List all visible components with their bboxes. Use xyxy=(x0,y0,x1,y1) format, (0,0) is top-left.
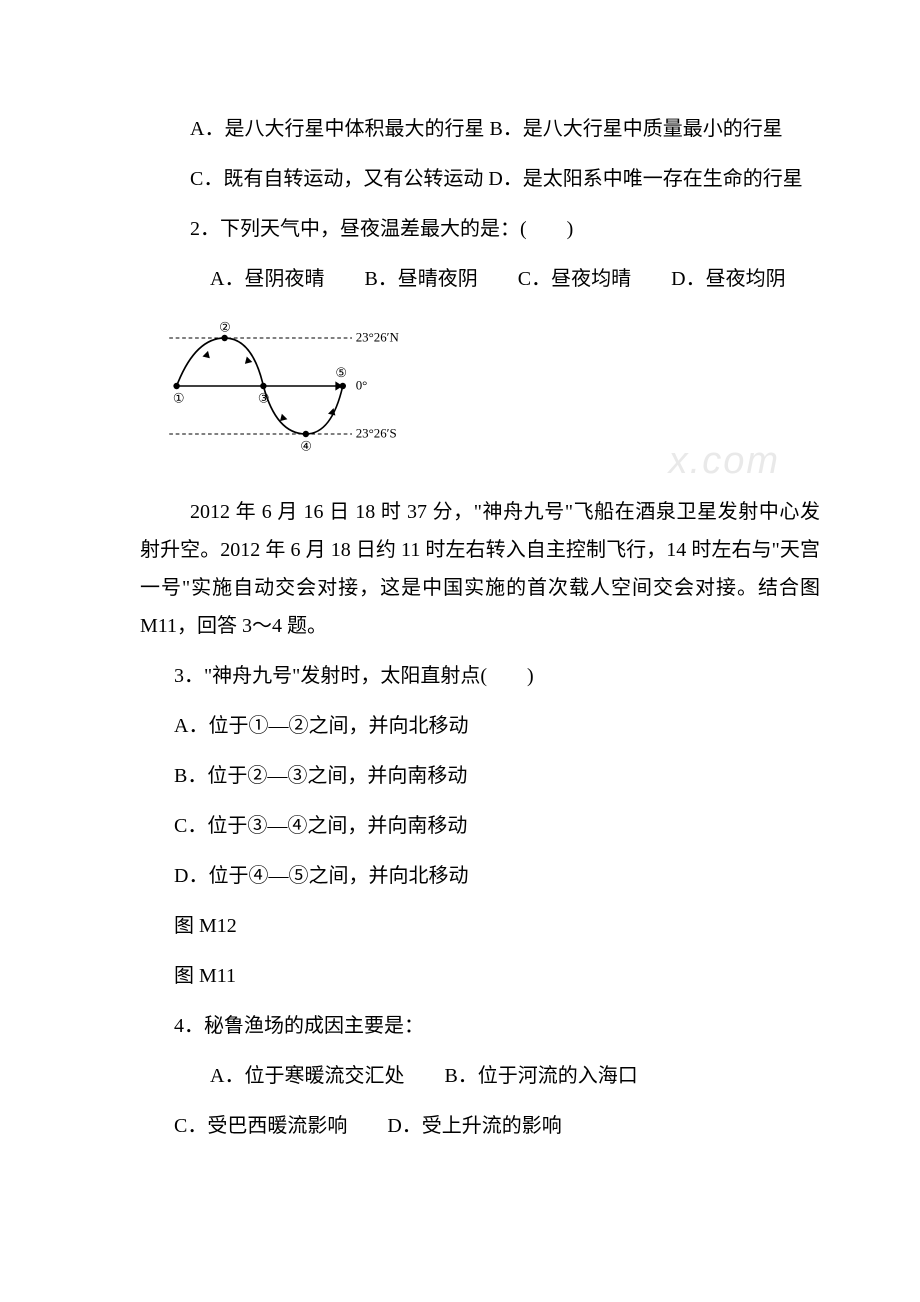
q3-option-c: C．位于③—④之间，并向南移动 xyxy=(140,807,820,845)
q2-options: A．昼阴夜晴 B．昼晴夜阴 C．昼夜均晴 D．昼夜均阴 xyxy=(140,260,820,298)
fig-label-m11: 图 M11 xyxy=(140,957,820,995)
q1-option-cd: C．既有自转运动，又有公转运动 D．是太阳系中唯一存在生命的行星 xyxy=(140,160,820,198)
q4-option-cd: C．受巴西暖流影响 D．受上升流的影响 xyxy=(140,1107,820,1145)
q3-option-a: A．位于①—②之间，并向北移动 xyxy=(140,707,820,745)
sun-declination-diagram: ① ② ③ ④ ⑤ 23°26′N 0° 23°26′S xyxy=(160,310,400,462)
node-5-label: ⑤ xyxy=(335,365,347,380)
q3-option-d: D．位于④—⑤之间，并向北移动 xyxy=(140,857,820,895)
context-paragraph: 2012 年 6 月 16 日 18 时 37 分，"神舟九号"飞船在酒泉卫星发… xyxy=(140,493,820,645)
diagram-m11: ① ② ③ ④ ⑤ 23°26′N 0° 23°26′S xyxy=(160,310,820,475)
node-3-label: ③ xyxy=(258,391,270,406)
lat-south-label: 23°26′S xyxy=(356,426,397,441)
q4-stem: 4．秘鲁渔场的成因主要是： xyxy=(140,1007,820,1045)
q3-option-b: B．位于②—③之间，并向南移动 xyxy=(140,757,820,795)
fig-label-m12: 图 M12 xyxy=(140,907,820,945)
lat-zero-label: 0° xyxy=(356,378,368,393)
q1-option-ab: A．是八大行星中体积最大的行星 B．是八大行星中质量最小的行星 xyxy=(140,110,820,148)
node-2-label: ② xyxy=(219,320,231,335)
q4-option-ab: A．位于寒暖流交汇处 B．位于河流的入海口 xyxy=(140,1057,820,1095)
node-4-label: ④ xyxy=(300,439,312,454)
q3-stem: 3．"神舟九号"发射时，太阳直射点( ) xyxy=(140,657,820,695)
lat-north-label: 23°26′N xyxy=(356,330,400,345)
q2-stem: 2．下列天气中，昼夜温差最大的是：( ) xyxy=(140,210,820,248)
node-1-label: ① xyxy=(173,391,185,406)
